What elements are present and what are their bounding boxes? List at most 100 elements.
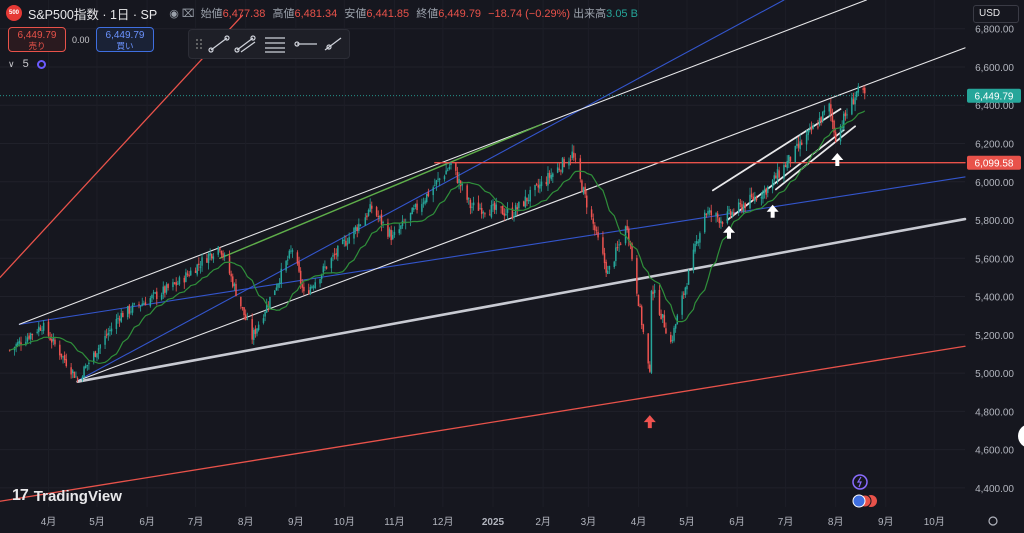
candle-body	[728, 209, 730, 211]
tradingview-logo: 17 TradingView	[12, 487, 122, 505]
drawing-toolbar[interactable]	[188, 29, 350, 59]
candle-body	[569, 159, 572, 161]
candle-body	[720, 220, 722, 224]
x-tick-label: 6月	[139, 516, 155, 528]
candle-body	[628, 228, 630, 242]
last-price-tag-text: 6,449.79	[975, 92, 1014, 103]
x-tick-label: 6月	[729, 516, 745, 528]
candle-body	[20, 342, 22, 345]
candle-body	[755, 197, 758, 201]
candle-body	[173, 282, 176, 284]
candle-body	[25, 341, 27, 346]
candle-body	[369, 204, 371, 212]
candle-body	[524, 196, 527, 208]
sell-button[interactable]: 6,449.79 売り	[8, 27, 66, 52]
candle-body	[83, 366, 85, 378]
candle-body	[299, 270, 302, 284]
x-tick-label: 5月	[679, 516, 695, 528]
candle-body	[500, 206, 502, 208]
candle-body	[432, 187, 434, 196]
candle-body	[330, 258, 333, 269]
candle-body	[400, 225, 402, 230]
lightning-icon	[852, 474, 868, 490]
candle-body	[269, 296, 271, 309]
candle-body	[607, 270, 609, 274]
candle-body	[314, 282, 316, 289]
candle-body	[392, 234, 394, 240]
candle-body	[290, 250, 292, 252]
candle-body	[29, 333, 32, 340]
candle-body	[469, 200, 472, 209]
candle-body	[767, 186, 769, 193]
candle-body	[639, 305, 641, 307]
candle-body	[695, 241, 698, 245]
white-short-line-lower	[726, 129, 845, 221]
candle-body	[434, 185, 436, 187]
eye-icon[interactable]: ◉ ⌧	[169, 7, 195, 20]
candle-body	[141, 303, 143, 306]
candle-body	[752, 196, 754, 200]
candle-body	[786, 160, 788, 169]
candle-body	[477, 202, 480, 211]
candle-body	[833, 120, 835, 133]
lightning-bolt-icon	[856, 476, 862, 488]
y-tick-label: 6,200.00	[975, 139, 1014, 150]
candle-body	[650, 290, 653, 373]
candle-body	[618, 244, 620, 246]
candle-body	[427, 191, 430, 196]
candle-body	[537, 185, 540, 188]
indicator-status-icon[interactable]	[36, 59, 46, 69]
y-tick-label: 4,800.00	[975, 407, 1014, 418]
candle-body	[579, 158, 582, 179]
candle-body	[38, 326, 40, 333]
candle-body	[676, 315, 679, 325]
white-arrow-icon	[766, 204, 779, 218]
candle-body	[479, 208, 481, 210]
candle-body	[26, 337, 29, 342]
candle-body	[493, 202, 496, 210]
candle-body	[704, 212, 706, 233]
candle-body	[275, 287, 278, 291]
candle-body	[285, 260, 287, 271]
candle-body	[81, 376, 84, 380]
candle-body	[660, 313, 662, 320]
candle-body	[726, 211, 729, 224]
buy-button[interactable]: 6,449.79 買い	[96, 27, 154, 52]
candle-body	[615, 247, 617, 262]
candle-body	[196, 264, 198, 275]
candle-body	[642, 324, 645, 332]
candle-body	[230, 273, 232, 277]
chevron-down-icon[interactable]: ∨	[8, 58, 15, 69]
currency-select[interactable]: USD	[973, 5, 1019, 23]
candle-body	[823, 110, 826, 113]
candle-body	[619, 243, 622, 245]
candle-body	[640, 306, 643, 326]
y-tick-label: 6,000.00	[975, 178, 1014, 189]
candle-body	[126, 306, 129, 318]
candle-body	[367, 210, 370, 216]
candle-body	[201, 257, 203, 266]
candle-body	[775, 175, 777, 179]
candle-body	[810, 126, 813, 131]
x-tick-label: 2025	[482, 517, 505, 528]
candle-body	[228, 255, 231, 274]
candle-body	[36, 331, 38, 333]
green-trend-line	[219, 123, 543, 259]
candle-body	[484, 213, 486, 215]
candle-body	[172, 282, 174, 288]
indicator-toggle[interactable]: ∨ 5	[8, 58, 46, 70]
candle-body	[194, 270, 197, 273]
candle-body	[558, 168, 561, 170]
symbol-title[interactable]: S&P500指数 · 1日 · SP	[28, 7, 158, 22]
candle-body	[505, 213, 507, 215]
candle-body	[345, 240, 347, 246]
thick-support-line	[76, 217, 967, 383]
candle-body	[754, 196, 756, 202]
candle-body	[411, 207, 413, 215]
candle-body	[143, 303, 145, 305]
candle-body	[450, 162, 452, 166]
candle-body	[694, 244, 696, 252]
candle-body	[325, 266, 328, 269]
candle-body	[820, 116, 822, 123]
